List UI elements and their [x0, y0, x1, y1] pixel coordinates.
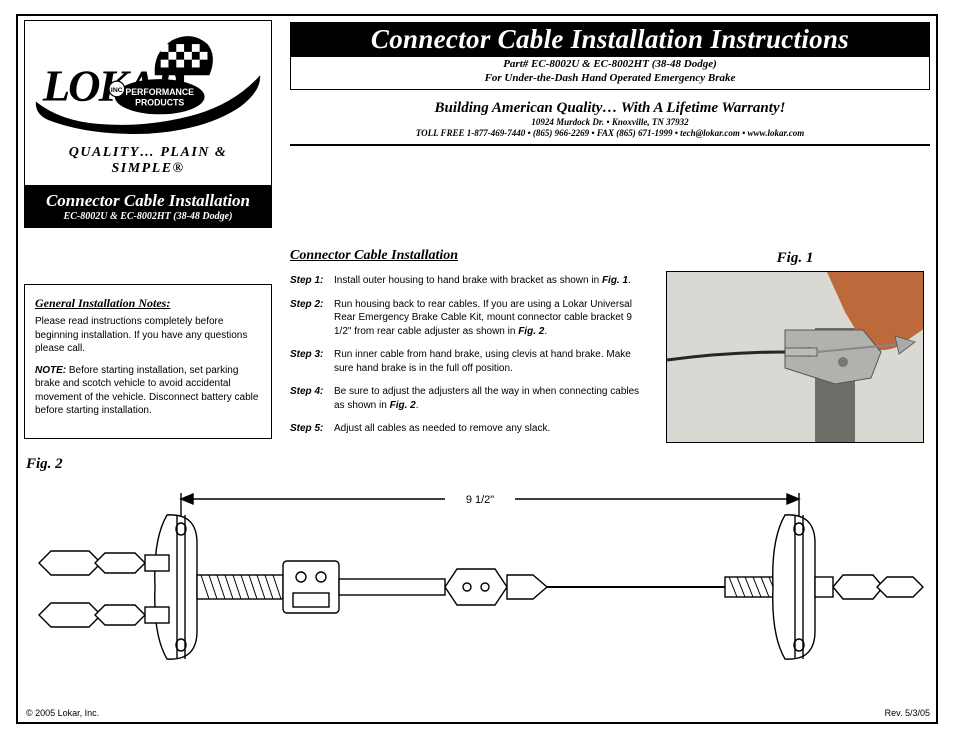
- fig2-label: Fig. 2: [26, 456, 930, 473]
- notes-heading: General Installation Notes:: [35, 295, 261, 311]
- step-label: Step 5:: [290, 422, 330, 436]
- copyright: © 2005 Lokar, Inc.: [26, 708, 99, 718]
- fig1-column: Fig. 1: [660, 246, 930, 446]
- steps-list: Step 1: Install outer housing to hand bra…: [290, 274, 642, 436]
- page-title: Connector Cable Installation Instruction…: [298, 24, 922, 55]
- logo-sub-1: PERFORMANCE: [125, 87, 194, 97]
- fig1-image: [666, 271, 924, 443]
- step-4: Step 4:Be sure to adjust the adjusters a…: [290, 385, 642, 412]
- title-sub: Part# EC-8002U & EC-8002HT (38-48 Dodge)…: [290, 57, 930, 90]
- step-2: Step 2:Run housing back to rear cables. …: [290, 298, 642, 339]
- warranty-block: Building American Quality… With A Lifeti…: [290, 100, 930, 146]
- step-label: Step 2:: [290, 298, 330, 339]
- note-label: NOTE:: [35, 365, 66, 376]
- fig2-dimension: 9 1/2": [466, 494, 494, 506]
- contact-line: TOLL FREE 1-877-469-7440 • (865) 966-226…: [290, 128, 930, 140]
- address-line: 10924 Murdock Dr. • Knoxville, TN 37932: [290, 117, 930, 129]
- step-3: Step 3:Run inner cable from hand brake, …: [290, 348, 642, 375]
- content-row: General Installation Notes: Please read …: [24, 246, 930, 446]
- steps-heading: Connector Cable Installation: [290, 248, 642, 264]
- fig2-section: Fig. 2: [24, 456, 930, 671]
- band-line2: EC-8002U & EC-8002HT (38-48 Dodge): [30, 211, 266, 222]
- logo-graphic: LOKAR PERFORMANCE PRODUCTS INC: [31, 27, 265, 145]
- warranty-line: Building American Quality… With A Lifeti…: [290, 100, 930, 117]
- step-text: Be sure to adjust the adjusters all the …: [334, 385, 642, 412]
- step-label: Step 1:: [290, 274, 330, 288]
- logo-box: LOKAR PERFORMANCE PRODUCTS INC QUALITY… …: [24, 20, 272, 186]
- logo-inc: INC: [111, 87, 123, 94]
- step-text: Run housing back to rear cables. If you …: [334, 298, 642, 339]
- notes-p1: Please read instructions completely befo…: [35, 315, 261, 356]
- notes-p2-text: Before starting installation, set parkin…: [35, 365, 258, 417]
- steps-column: Connector Cable Installation Step 1: Inst…: [290, 246, 642, 446]
- step-5: Step 5: Adjust all cables as needed to re…: [290, 422, 642, 436]
- fig1-label: Fig. 1: [660, 250, 930, 267]
- logo-tagline: QUALITY… PLAIN & SIMPLE®: [31, 145, 265, 177]
- fig2-diagram: 9 1/2": [25, 475, 929, 671]
- header-row: LOKAR PERFORMANCE PRODUCTS INC QUALITY… …: [24, 20, 930, 228]
- band-line1: Connector Cable Installation: [30, 191, 266, 211]
- title-bar: Connector Cable Installation Instruction…: [290, 22, 930, 57]
- title-band: Connector Cable Installation EC-8002U & …: [24, 186, 272, 228]
- logo-column: LOKAR PERFORMANCE PRODUCTS INC QUALITY… …: [24, 20, 272, 228]
- notes-box: General Installation Notes: Please read …: [24, 284, 272, 439]
- header-right: Connector Cable Installation Instruction…: [290, 20, 930, 146]
- step-label: Step 3:: [290, 348, 330, 375]
- logo-sub-2: PRODUCTS: [135, 98, 184, 108]
- step-1: Step 1: Install outer housing to hand bra…: [290, 274, 642, 288]
- fig-ref: Fig. 2: [518, 326, 544, 337]
- part-number: Part# EC-8002U & EC-8002HT (38-48 Dodge): [295, 58, 925, 72]
- step-text: Install outer housing to hand brake with…: [334, 274, 642, 288]
- fig-ref: Fig. 2: [390, 400, 416, 411]
- step-text: Adjust all cables as needed to remove an…: [334, 422, 642, 436]
- step-label: Step 4:: [290, 385, 330, 412]
- footer: © 2005 Lokar, Inc. Rev. 5/3/05: [26, 708, 930, 718]
- fig-ref: Fig. 1: [602, 275, 628, 286]
- part-desc: For Under-the-Dash Hand Operated Emergen…: [295, 72, 925, 86]
- step-text: Run inner cable from hand brake, using c…: [334, 348, 642, 375]
- notes-p2: NOTE: Before starting installation, set …: [35, 364, 261, 418]
- revision: Rev. 5/3/05: [885, 708, 930, 718]
